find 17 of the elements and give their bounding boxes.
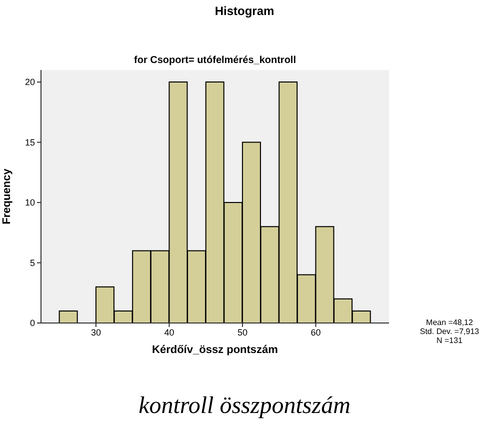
y-tick-label: 15	[24, 137, 35, 148]
x-tick-label: 50	[237, 327, 248, 338]
y-tick-label: 20	[24, 77, 35, 88]
y-axis-title: Frequency	[0, 168, 13, 224]
text: Mean =48,12	[425, 318, 474, 327]
x-axis-title: Kérdőív_össz pontszám	[152, 344, 278, 356]
x-tick-label: 60	[310, 327, 321, 338]
chart-title: Histogram	[214, 4, 276, 18]
x-tick-label: 40	[164, 327, 174, 338]
y-tick-label: 10	[24, 198, 35, 208]
y-tick-label: 5	[30, 258, 35, 268]
chart-subtitle: for Csoport= utófelmérés_kontroll	[133, 55, 297, 66]
text: kontroll összpontszám	[138, 393, 352, 420]
x-tick-label: 30	[90, 327, 101, 338]
y-tick-label: 0	[30, 318, 35, 328]
text: N =131	[435, 336, 464, 345]
text: Std. Dev. =7,913	[418, 327, 480, 336]
